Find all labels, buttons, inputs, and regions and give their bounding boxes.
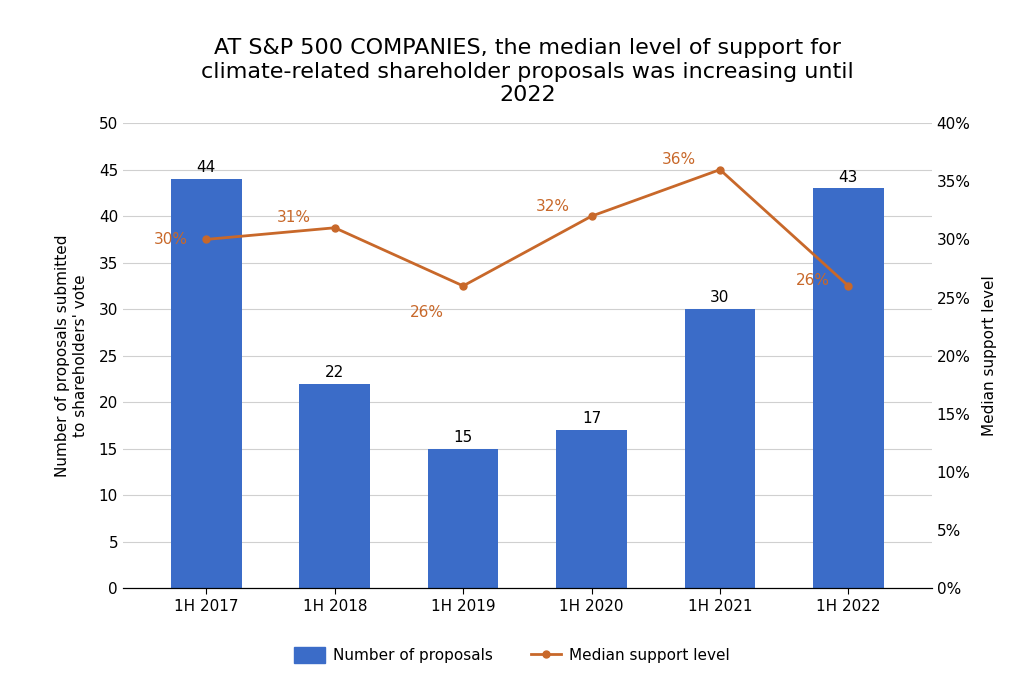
Median support level [714, 166, 726, 174]
Title: AT S&P 500 COMPANIES, the median level of support for
climate-related shareholde: AT S&P 500 COMPANIES, the median level o… [201, 38, 854, 105]
Y-axis label: Median support level: Median support level [982, 275, 996, 436]
Text: 26%: 26% [411, 304, 444, 319]
Text: 31%: 31% [276, 211, 310, 226]
Line: Median support level: Median support level [203, 166, 852, 289]
Bar [556, 430, 627, 588]
Median support level [457, 282, 469, 290]
Bar [813, 188, 884, 588]
Text: 36%: 36% [662, 153, 696, 168]
Y-axis label: Number of proposals submitted
to shareholders' vote: Number of proposals submitted to shareho… [55, 235, 87, 477]
Bar [171, 179, 242, 588]
Text: 30: 30 [711, 291, 730, 306]
Text: 15: 15 [454, 430, 473, 445]
Text: 32%: 32% [536, 199, 570, 214]
Median support level [842, 282, 854, 290]
Median support level [201, 235, 213, 244]
Text: 17: 17 [582, 411, 601, 426]
Text: 30%: 30% [154, 232, 187, 247]
Bar [428, 449, 499, 588]
Text: 26%: 26% [796, 273, 829, 288]
Text: 43: 43 [839, 170, 858, 185]
Legend: Number of proposals, Median support level: Number of proposals, Median support leve… [289, 642, 735, 670]
Bar [299, 384, 370, 588]
Text: 44: 44 [197, 160, 216, 175]
Text: 22: 22 [326, 365, 344, 380]
Median support level [329, 224, 341, 232]
Bar [685, 309, 756, 588]
Median support level [586, 212, 598, 220]
